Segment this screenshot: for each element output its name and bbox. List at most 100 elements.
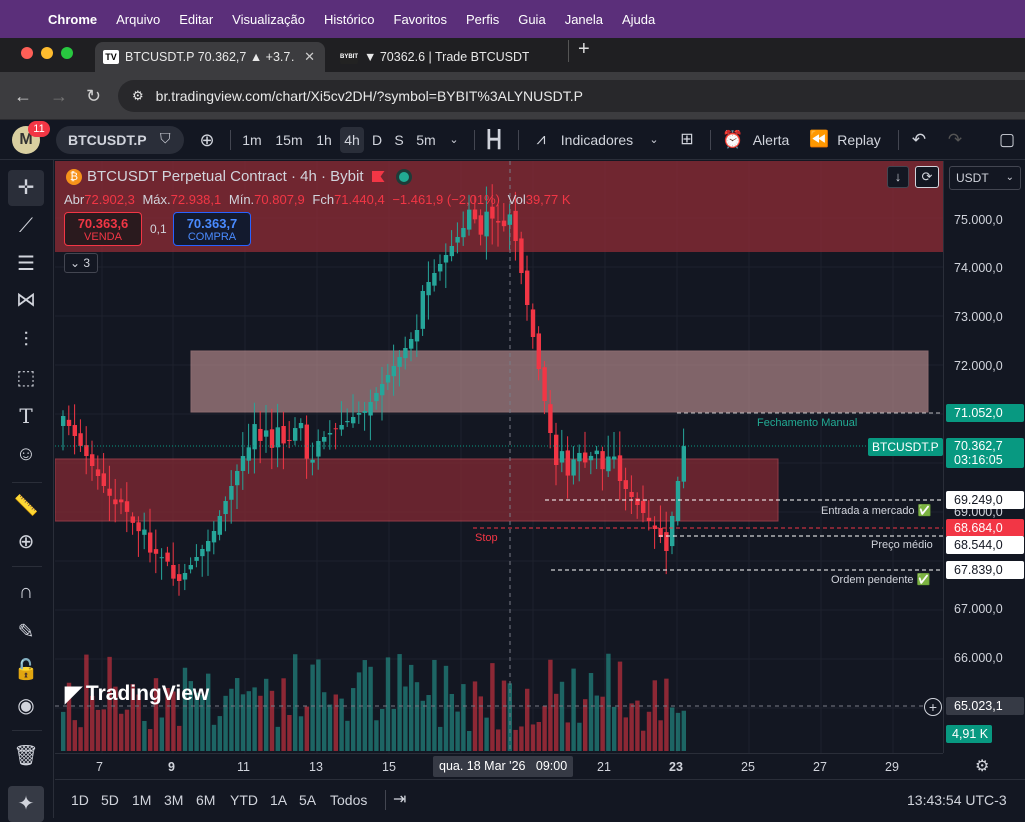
sell-button[interactable]: 70.363,6 VENDA — [64, 212, 142, 246]
emoji-icon[interactable]: ☺ — [15, 443, 37, 465]
interval-1h[interactable]: 1h — [316, 132, 332, 148]
volume-bar — [675, 712, 681, 751]
date-range-icon[interactable]: ⇥ — [393, 791, 407, 808]
candle-body — [322, 437, 327, 442]
eye-icon[interactable]: ◉ — [17, 695, 35, 717]
window-close-button[interactable] — [21, 47, 33, 59]
range-1a[interactable]: 1A — [270, 792, 288, 808]
lock-icon[interactable]: 🔓 — [13, 659, 39, 681]
menu-janela[interactable]: Janela — [564, 11, 603, 27]
zoom-in-icon[interactable]: ⊕ — [17, 531, 35, 553]
menu-editar[interactable]: Editar — [179, 11, 214, 27]
symbol-title[interactable]: BTCUSDT Perpetual Contract · 4h · Bybit — [87, 168, 364, 185]
pattern-icon[interactable]: ⋈ — [16, 289, 36, 311]
redo-icon[interactable]: ↷ — [947, 130, 963, 149]
candle-body — [235, 471, 240, 486]
range-1d[interactable]: 1D — [71, 792, 89, 808]
trash-icon[interactable]: 🗑 — [13, 745, 39, 767]
indicators-collapse-button[interactable]: ⌄ 3 — [64, 253, 98, 273]
candle-type-icon[interactable]: ┣┫ — [483, 130, 505, 149]
site-settings-icon[interactable]: ⚙ — [132, 88, 144, 103]
symbol-search[interactable]: BTCUSDT.P ⛉ — [56, 126, 184, 154]
star-icon[interactable]: ✦ — [8, 786, 44, 822]
volume-bar — [380, 708, 385, 751]
fullscreen-icon[interactable]: ▢ — [998, 130, 1016, 149]
avg-price: 68.544,0 — [946, 536, 1024, 554]
range-ytd[interactable]: YTD — [230, 792, 258, 808]
window-zoom-button[interactable] — [61, 47, 73, 59]
indicators-icon[interactable]: ⩘ — [536, 131, 546, 148]
menu-guia[interactable]: Guia — [518, 11, 546, 27]
menu-historico[interactable]: Histórico — [323, 11, 375, 27]
range-5d[interactable]: 5D — [101, 792, 119, 808]
fib-retracement-icon[interactable]: ☰ — [17, 253, 35, 275]
replay-rewind-icon[interactable]: ⏪ — [809, 131, 829, 148]
ruler-icon[interactable]: 📏 — [13, 495, 39, 517]
range-6m[interactable]: 6M — [196, 792, 216, 808]
interval-15m[interactable]: 15m — [275, 132, 303, 148]
interval-1m[interactable]: 1m — [242, 132, 262, 148]
shield-icon[interactable]: ⛉ — [160, 130, 171, 146]
compare-plus-icon[interactable]: ⊕ — [199, 130, 215, 150]
alarm-clock-icon[interactable]: ⏰ — [722, 130, 744, 149]
flag-icon[interactable] — [371, 171, 385, 182]
currency-select[interactable]: USDT ⌄ — [949, 166, 1021, 190]
menu-perfis[interactable]: Perfis — [465, 11, 500, 27]
scroll-down-icon[interactable]: ↓ — [887, 166, 909, 188]
address-bar[interactable]: ⚙ br.tradingview.com/chart/Xi5cv2DH/?sym… — [118, 80, 1025, 112]
tab-bybit[interactable]: BYBIT ▼ 70362.6 | Trade BTCUSDT — [332, 42, 564, 72]
interval-d[interactable]: D — [371, 132, 383, 148]
chart-canvas[interactable] — [55, 161, 943, 753]
forward-arrow-icon[interactable]: → — [50, 86, 68, 106]
volume-bar — [414, 682, 420, 751]
crosshair-icon[interactable]: ✛ — [8, 170, 44, 206]
range-todos[interactable]: Todos — [330, 792, 368, 808]
symbol-name: BTCUSDT.P — [68, 132, 147, 148]
undo-icon[interactable]: ↶ — [911, 130, 927, 149]
text-tool-icon[interactable]: T — [19, 404, 33, 428]
menu-favoritos[interactable]: Favoritos — [393, 11, 447, 27]
menu-arquivo[interactable]: Arquivo — [116, 11, 161, 27]
menu-visualizacao[interactable]: Visualização — [232, 11, 305, 27]
tab-tradingview[interactable]: TV BTCUSDT.P 70.362,7 ▲ +3.7… ✕ — [95, 42, 325, 72]
back-arrow-icon[interactable]: ← — [14, 86, 32, 106]
chevron-down-icon[interactable]: ⌄ — [449, 134, 459, 146]
interval-5m[interactable]: 5m — [416, 132, 436, 148]
new-tab-plus-icon[interactable]: + — [578, 38, 590, 60]
reload-icon[interactable]: ↻ — [86, 86, 102, 106]
close-icon[interactable]: ✕ — [304, 49, 315, 64]
add-plus-icon[interactable]: + — [924, 698, 942, 716]
shapes-icon[interactable]: ⬚ — [16, 367, 36, 389]
settings-gear-icon[interactable]: ⚙ — [975, 758, 990, 775]
menu-chrome[interactable]: Chrome — [48, 11, 98, 27]
price-axis[interactable]: USDT ⌄ 75.000,0 74.000,0 73.000,0 72.000… — [943, 161, 1025, 753]
bar-countdown: 03:16:05 — [954, 453, 1003, 467]
url-text[interactable]: br.tradingview.com/chart/Xi5cv2DH/?symbo… — [155, 88, 583, 104]
time-axis[interactable]: 7 9 11 13 15 qua. 18 Mar '26 09:00 21 23… — [55, 753, 943, 779]
ohlc-values: Abr72.902,3 Máx.72.938,1 Mín.70.807,9 Fc… — [64, 192, 571, 207]
alert-button[interactable]: Alerta — [752, 132, 790, 148]
range-3m[interactable]: 3M — [164, 792, 184, 808]
clock-timezone[interactable]: 13:43:54 UTC-3 — [907, 792, 1007, 808]
range-5a[interactable]: 5A — [299, 792, 317, 808]
interval-s[interactable]: S — [394, 132, 404, 148]
volume-bar — [281, 678, 286, 751]
candle-body — [345, 421, 350, 423]
chevron-down-icon[interactable]: ⌄ — [649, 134, 659, 146]
replay-button[interactable]: Replay — [837, 132, 881, 148]
pencil-lock-icon[interactable]: ✎ — [17, 621, 35, 643]
trend-line-icon[interactable]: ⟋ — [19, 215, 33, 237]
range-1m[interactable]: 1M — [132, 792, 152, 808]
menu-ajuda[interactable]: Ajuda — [622, 11, 656, 27]
chart-refresh-icon[interactable]: ⟳ — [915, 166, 939, 188]
chart-pane[interactable]: ◤ TradingView ↓ ⟳ Fechamento Manual Entr… — [55, 161, 943, 753]
buy-button[interactable]: 70.363,7 COMPRA — [173, 212, 251, 246]
magnet-icon[interactable]: ∩ — [18, 581, 34, 603]
indicators-button[interactable]: Indicadores — [560, 132, 634, 148]
candle-body — [658, 527, 663, 537]
forecast-icon[interactable]: ⫶ — [23, 329, 29, 351]
layouts-grid-icon[interactable]: ⊞ — [680, 131, 694, 148]
candle-body — [66, 419, 72, 426]
interval-4h[interactable]: 4h — [340, 127, 364, 153]
window-minimize-button[interactable] — [41, 47, 53, 59]
